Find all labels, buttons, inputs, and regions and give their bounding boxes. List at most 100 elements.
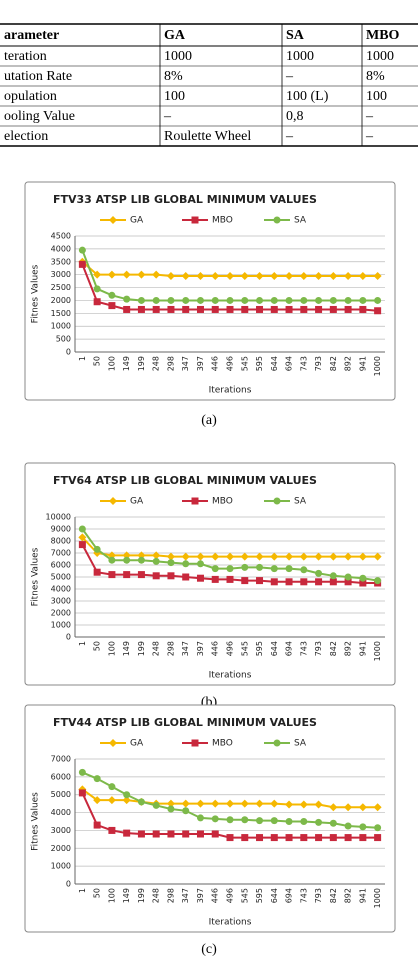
x-tick-label: 793 [314,641,323,656]
data-point [152,305,160,313]
x-tick-label: 446 [211,356,220,371]
x-tick-label: 397 [196,888,205,903]
data-point [196,296,204,304]
data-point [196,271,205,280]
x-tick-label: 149 [122,888,131,903]
table-header: MBO [366,28,400,43]
data-point [300,296,308,304]
data-point [226,271,234,280]
data-point [226,575,234,583]
y-tick-label: 500 [56,335,71,344]
data-point [285,818,293,825]
x-tick-label: 595 [255,888,264,903]
data-point [256,563,264,571]
data-point [241,816,249,824]
data-point [300,566,308,574]
y-tick-label: 6000 [51,561,71,570]
x-tick-label: 100 [107,641,116,656]
data-point [191,739,199,747]
legend-label: MBO [212,497,233,507]
table-cell: utation Rate [4,69,72,84]
x-tick-label: 199 [137,356,146,371]
data-point [137,571,145,579]
data-point [166,271,175,280]
data-point [123,295,131,303]
data-point [273,497,281,505]
legend-label: SA [294,497,307,507]
data-point [211,575,219,583]
data-point [344,834,352,842]
data-point [226,296,234,304]
data-point [226,565,234,573]
data-point [152,270,161,279]
data-point [300,834,308,842]
data-point [240,799,249,808]
data-point [255,271,264,280]
x-tick-label: 941 [358,888,367,903]
table-cell: 1000 [366,49,394,64]
data-point [344,573,352,581]
data-point [108,291,116,299]
x-tick-label: 644 [270,641,279,656]
data-point [108,571,116,579]
data-point [137,798,145,806]
data-point [152,296,160,304]
x-tick-label: 941 [358,641,367,656]
data-point [123,829,131,837]
data-point [329,305,337,313]
data-point [152,572,160,580]
data-point [241,305,249,313]
data-point [329,552,338,561]
table-cell: – [163,109,172,124]
data-point [315,834,323,842]
y-tick-label: 4000 [51,244,71,253]
x-tick-label: 149 [122,356,131,371]
data-point [358,803,367,812]
data-point [299,552,308,561]
x-tick-label: 892 [344,356,353,371]
data-point [167,805,175,813]
data-point [226,834,234,842]
data-point [300,818,308,825]
x-tick-label: 595 [255,641,264,656]
data-point [329,834,337,842]
data-point [285,834,293,842]
data-point [299,271,308,280]
x-tick-label: 545 [240,888,249,903]
data-point [211,296,219,304]
data-point [211,271,220,280]
x-tick-label: 149 [122,641,131,656]
chart: FTV64 ATSP LIB GLOBAL MINIMUM VALUES 0 100… [24,462,396,686]
data-point [181,552,190,561]
data-point [226,816,234,824]
x-tick-label: 446 [211,888,220,903]
x-tick-label: 100 [107,356,116,371]
data-point [300,305,308,313]
data-point [344,271,353,280]
x-tick-label: 347 [181,888,190,903]
x-tick-label: 545 [240,356,249,371]
x-tick-label: 248 [152,356,161,371]
data-point [374,834,382,842]
legend-label: GA [130,216,144,226]
data-point [315,569,323,577]
table-cell: 100 (L) [286,89,329,104]
legend-label: GA [130,497,144,507]
y-tick-label: 2000 [51,296,71,305]
data-point [329,819,337,827]
data-point [359,823,367,831]
data-point [78,768,86,776]
x-tick-label: 298 [166,888,175,903]
x-tick-label: 694 [285,356,294,371]
data-point [358,552,367,561]
table-cell: – [285,69,294,84]
data-point [93,775,101,783]
data-point [344,822,352,830]
x-tick-label: 397 [196,641,205,656]
x-tick-label: 1 [78,888,87,893]
data-point [181,271,190,280]
chart-title: FTV64 ATSP LIB GLOBAL MINIMUM VALUES [53,474,317,487]
data-point [329,296,337,304]
data-point [314,800,323,809]
